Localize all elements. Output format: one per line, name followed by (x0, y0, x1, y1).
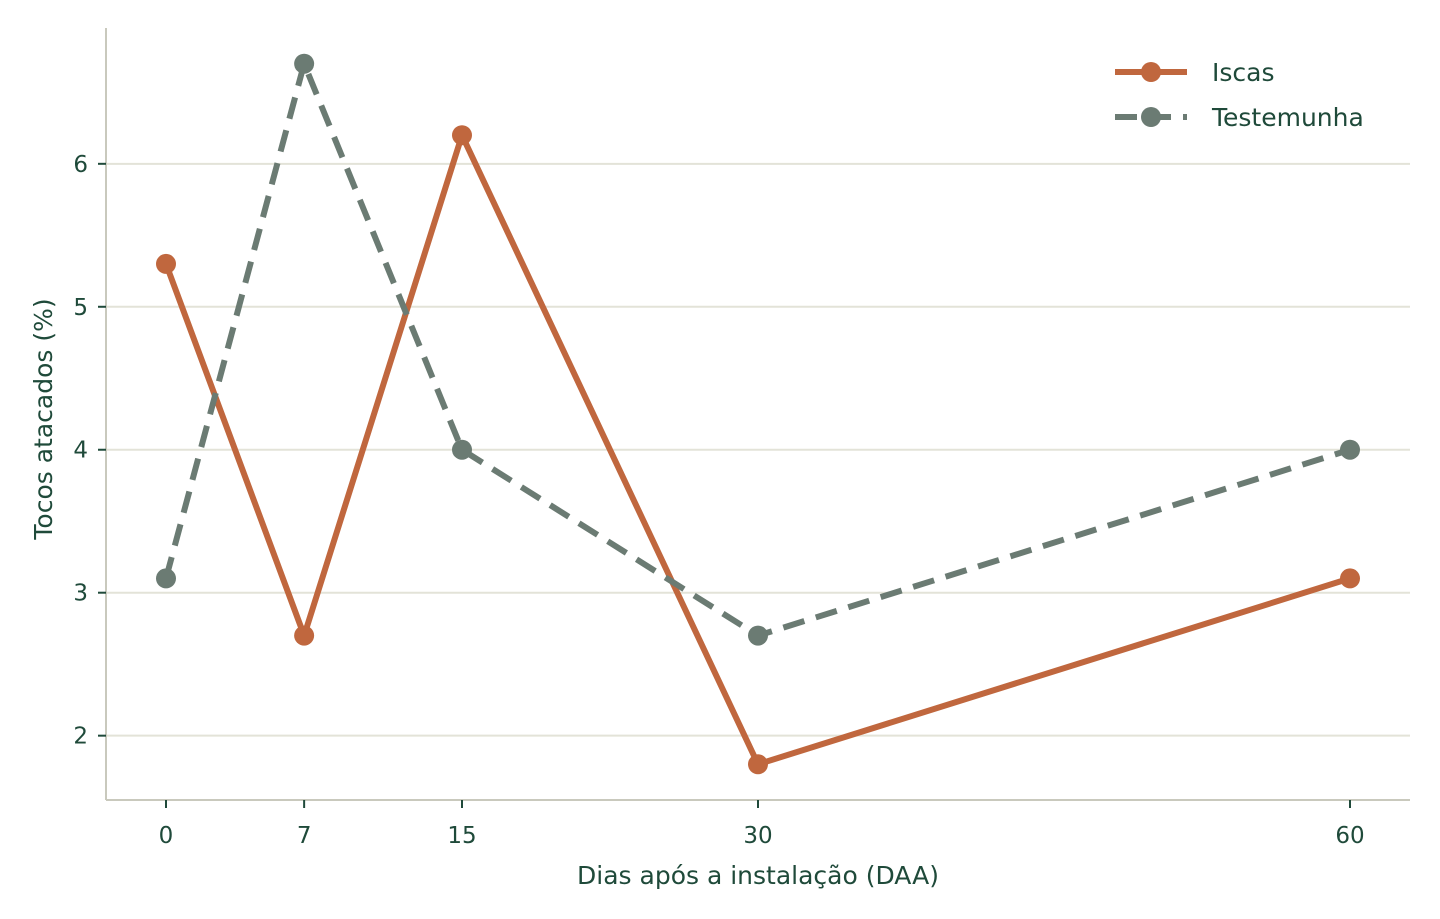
y-tick-label: 4 (73, 438, 88, 464)
axes (105, 28, 1410, 801)
series-iscas (156, 125, 1360, 775)
data-point (1340, 568, 1360, 589)
series-line (163, 54, 1351, 639)
data-point (156, 253, 176, 274)
x-tick-label: 0 (159, 823, 174, 849)
data-point (748, 625, 768, 646)
y-axis-ticks: 2 3 4 5 6 (73, 152, 106, 750)
data-point (452, 125, 472, 146)
gridlines (106, 162, 1410, 737)
legend-swatch-marker (1141, 62, 1161, 82)
legend-label: Iscas (1212, 58, 1275, 87)
data-point (156, 568, 176, 589)
data-point (294, 625, 315, 646)
x-tick-label: 60 (1335, 823, 1364, 849)
legend-item: Testemunha (1115, 103, 1364, 132)
data-point (748, 754, 768, 775)
legend-label: Testemunha (1211, 103, 1364, 132)
y-tick-label: 3 (73, 581, 88, 607)
data-point (452, 439, 472, 460)
series-testemunha (156, 53, 1360, 646)
x-tick-label: 7 (297, 823, 312, 849)
y-tick-label: 5 (73, 295, 88, 321)
y-tick-label: 6 (73, 152, 88, 178)
legend: Iscas Testemunha (1115, 58, 1364, 132)
x-axis-title: Dias após a instalação (DAA) (577, 861, 939, 890)
x-tick-label: 15 (447, 823, 476, 849)
series-layer (156, 53, 1360, 775)
legend-swatch-marker (1141, 107, 1161, 127)
x-axis-ticks: 0 7 15 30 60 (159, 800, 1365, 849)
x-tick-label: 30 (743, 823, 772, 849)
legend-item: Iscas (1115, 58, 1275, 87)
data-point (294, 53, 315, 74)
y-axis-title: Tocos atacados (%) (29, 298, 58, 540)
data-point (1340, 439, 1360, 460)
y-tick-label: 2 (73, 724, 88, 750)
